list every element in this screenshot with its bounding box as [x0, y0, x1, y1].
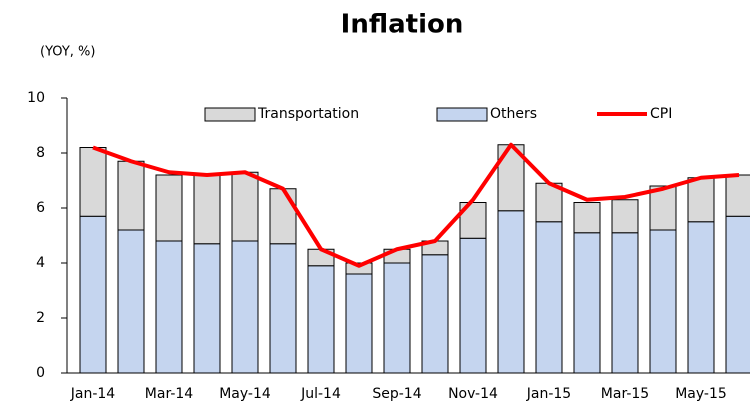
bar-segment [687, 221, 715, 374]
bar-segment [307, 265, 335, 374]
bar-segment [573, 202, 601, 234]
bar-segment [79, 215, 107, 374]
bar-segment [573, 232, 601, 374]
bar-segment [459, 237, 487, 374]
bar-segment [155, 240, 183, 374]
bar-segment [421, 254, 449, 374]
x-tick-label: Nov-14 [448, 386, 498, 402]
bar-segment [459, 202, 487, 239]
bar-segment [725, 215, 750, 374]
legend-swatch [436, 107, 488, 122]
bar-segment [193, 174, 221, 245]
x-tick-label: Jul-14 [300, 386, 341, 402]
bar-segment [535, 221, 563, 374]
bar-segment [269, 188, 297, 245]
y-tick-label: 8 [36, 145, 45, 161]
bar-segment [649, 185, 677, 231]
bar-segment [117, 160, 145, 231]
y-tick-label: 2 [36, 310, 45, 326]
bar-segment [725, 174, 750, 217]
legend-label: CPI [650, 106, 672, 122]
y-tick-label: 10 [27, 90, 45, 106]
chart-title: Inflation [341, 10, 464, 40]
y-axis-unit: (YOY, %) [40, 45, 95, 60]
y-tick-label: 4 [36, 255, 45, 271]
x-tick-label: May-14 [219, 386, 271, 402]
bar-segment [611, 232, 639, 374]
legend-swatch [204, 107, 256, 122]
bar-segment [269, 243, 297, 374]
bar-segment [345, 262, 373, 275]
bar-segment [687, 177, 715, 223]
bar-segment [611, 199, 639, 234]
bar-segment [231, 171, 259, 242]
bar-segment [345, 273, 373, 374]
bar-segment [155, 174, 183, 242]
bar-segment [383, 262, 411, 374]
x-tick-label: May-15 [675, 386, 727, 402]
x-tick-label: Mar-15 [601, 386, 649, 402]
bar-segment [193, 243, 221, 374]
bar-segment [231, 240, 259, 374]
x-tick-label: Sep-14 [372, 386, 421, 402]
bar-segment [79, 147, 107, 217]
y-tick-label: 6 [36, 200, 45, 216]
bar-segment [497, 210, 525, 374]
x-tick-label: Jan-14 [70, 386, 116, 402]
legend-label: Others [490, 106, 537, 122]
y-tick-label: 0 [36, 365, 45, 381]
cpi-line [92, 142, 740, 268]
x-tick-label: Mar-14 [145, 386, 193, 402]
x-tick-label: Jan-15 [526, 386, 571, 402]
bar-segment [649, 229, 677, 374]
legend-label: Transportation [257, 106, 359, 122]
bar-segment [117, 229, 145, 374]
